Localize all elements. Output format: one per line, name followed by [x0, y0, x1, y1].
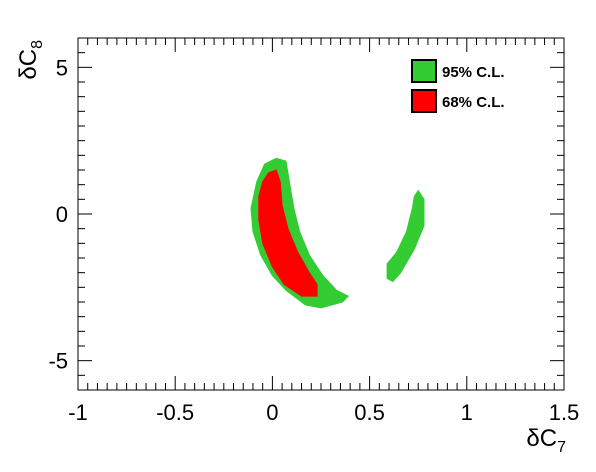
x-tick-label: -0.5	[156, 400, 194, 425]
legend-label-68: 68% C.L.	[442, 94, 505, 111]
legend: 95% C.L. 68% C.L.	[411, 59, 505, 113]
x-axis-title-main: δC	[526, 425, 557, 452]
plot-frame	[77, 37, 565, 391]
y-axis-title-sub: 8	[29, 40, 46, 49]
x-axis-title: δC7	[526, 425, 566, 456]
y-axis-title-main: δC	[15, 49, 42, 80]
region-2	[258, 169, 318, 297]
legend-swatch-68	[411, 89, 437, 113]
axis-ticks	[77, 37, 565, 391]
y-tick-label: 5	[56, 55, 68, 80]
x-tick-label: 0	[266, 400, 278, 425]
x-axis-title-sub: 7	[557, 439, 566, 456]
tick-labels: -1 -0.5 0 0.5 1 1.5 -5 0 5	[48, 55, 579, 425]
x-tick-label: 1.5	[549, 400, 580, 425]
x-tick-label: 1	[461, 400, 473, 425]
y-tick-label: -5	[48, 349, 68, 374]
x-tick-label: 0.5	[354, 400, 385, 425]
y-tick-label: 0	[56, 202, 68, 227]
region-1	[386, 189, 425, 283]
legend-swatch-95	[411, 59, 437, 83]
y-axis-title: δC8	[15, 40, 46, 80]
legend-label-95: 95% C.L.	[442, 64, 505, 81]
confidence-regions	[250, 157, 425, 309]
x-tick-label: -1	[68, 400, 88, 425]
